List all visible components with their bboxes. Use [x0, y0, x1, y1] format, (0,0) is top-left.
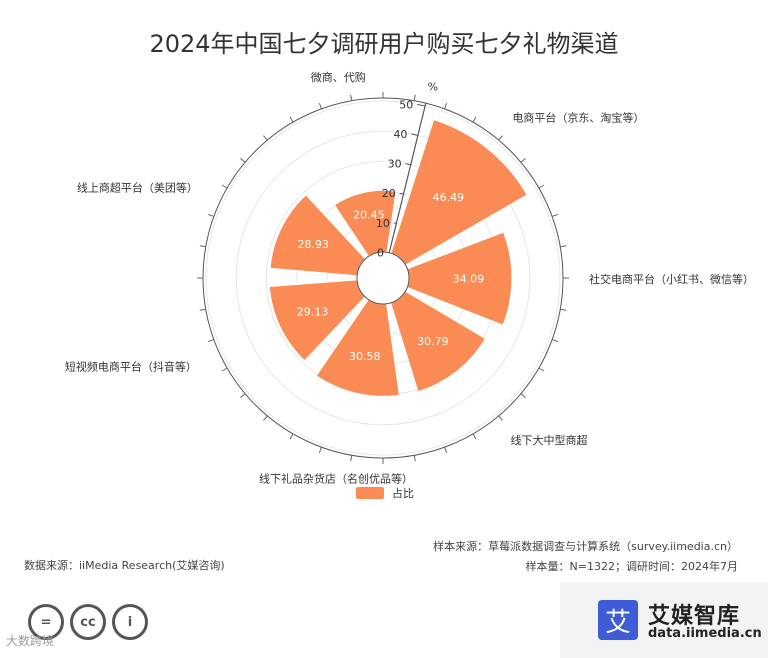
outer-tick [289, 433, 294, 440]
data-label: 30.79 [417, 335, 449, 348]
legend-label: 占比 [392, 487, 414, 500]
legend[interactable]: 占比 [356, 485, 414, 501]
radial-tick [399, 192, 404, 195]
outer-tick [318, 446, 322, 453]
outer-tick [318, 103, 322, 110]
outer-tick [560, 308, 567, 311]
outer-tick [551, 339, 558, 343]
brand-name: 艾媒智库 [648, 604, 741, 629]
outer-tick [289, 116, 294, 123]
polar-bar-chart: 0 10 20 30 40 50% 46.49 电商平台（京东、淘宝等） 34.09 社交电商平… [65, 70, 754, 486]
outer-tick [221, 367, 228, 372]
outer-tick [240, 393, 246, 398]
radial-axis-line [388, 103, 427, 253]
creative-commons-icon: cc [70, 604, 106, 640]
radial-tick-label: 50 [399, 98, 413, 111]
sample-source: 样本来源：草莓派数据调查与计算系统（survey.iimedia.cn） [433, 540, 738, 553]
outer-tick [538, 184, 545, 189]
radial-axis: 0 10 20 30 40 50% [356, 81, 438, 305]
watermark: 大数跨境 [6, 634, 55, 648]
brand-logo-icon: 艾 [598, 600, 638, 640]
radial-tick [417, 103, 426, 107]
outer-tick [240, 158, 246, 163]
category-label: 线下礼品杂货店（名创优品等） [259, 472, 413, 486]
category-label: 微商、代购 [311, 70, 366, 84]
outer-tick [520, 393, 526, 398]
outer-tick [560, 245, 567, 248]
outer-tick [472, 433, 477, 440]
data-label: 30.58 [349, 350, 381, 363]
radial-tick [411, 133, 419, 136]
outer-tick [208, 213, 215, 217]
brand-url[interactable]: data.iimedia.cn [648, 626, 762, 641]
radial-tick-label: 20 [382, 187, 396, 200]
category-label: 短视频电商平台（抖音等） [65, 359, 197, 373]
outer-tick [413, 455, 416, 462]
radial-tick-label: 40 [393, 128, 407, 141]
data-label: 28.93 [297, 238, 329, 251]
outer-tick [263, 135, 268, 141]
labels-layer: 46.49 电商平台（京东、淘宝等） 34.09 社交电商平台（小红书、微信等） 30.… [65, 70, 754, 486]
radial-tick-label: 10 [376, 217, 390, 230]
grid-circle [205, 100, 561, 456]
radial-axis-unit: % [428, 81, 438, 94]
data-label: 29.13 [297, 305, 329, 318]
brand-panel [560, 582, 768, 658]
category-label: 线上商超平台（美团等） [77, 181, 198, 195]
legend-swatch [356, 487, 384, 499]
outer-tick [444, 103, 448, 110]
license-icons: = cc i [28, 604, 148, 640]
data-label: 34.09 [453, 272, 485, 285]
outer-tick [413, 94, 416, 101]
attribution-icon: i [112, 604, 148, 640]
category-label: 线下大中型商超 [511, 433, 588, 447]
outer-tick [221, 184, 228, 189]
inner-hole [356, 251, 410, 305]
outer-tick [350, 94, 353, 101]
outer-tick [538, 367, 545, 372]
outer-tick [520, 158, 526, 163]
data-label: 20.45 [353, 209, 385, 222]
outer-tick [472, 116, 477, 123]
grid-circle [235, 130, 531, 426]
radial-tick [405, 163, 411, 166]
radial-tick [393, 222, 397, 224]
category-label: 电商平台（京东、淘宝等） [512, 111, 644, 125]
outer-tick [551, 213, 558, 217]
radial-tick-label: 30 [388, 158, 402, 171]
outer-tick [444, 446, 448, 453]
outer-tick [498, 415, 503, 421]
radial-tick-label: 0 [377, 246, 384, 259]
outer-tick [350, 455, 353, 462]
sample-size: 样本量：N=1322；调研时间：2024年7月 [525, 560, 738, 573]
category-label: 社交电商平台（小红书、微信等） [589, 272, 754, 286]
data-source: 数据来源：iiMedia Research(艾媒咨询) [24, 559, 225, 572]
outer-tick [263, 415, 268, 421]
outer-tick [498, 135, 503, 141]
outer-tick [208, 339, 215, 343]
outer-tick [199, 245, 206, 248]
data-label: 46.49 [433, 191, 465, 204]
sample-info: 样本来源：草莓派数据调查与计算系统（survey.iimedia.cn） 样本量… [433, 537, 738, 577]
chart-title: 2024年中国七夕调研用户购买七夕礼物渠道 [149, 30, 619, 58]
bars-layer [268, 118, 528, 397]
no-derivatives-icon: = [28, 604, 64, 640]
outer-tick [199, 308, 206, 311]
